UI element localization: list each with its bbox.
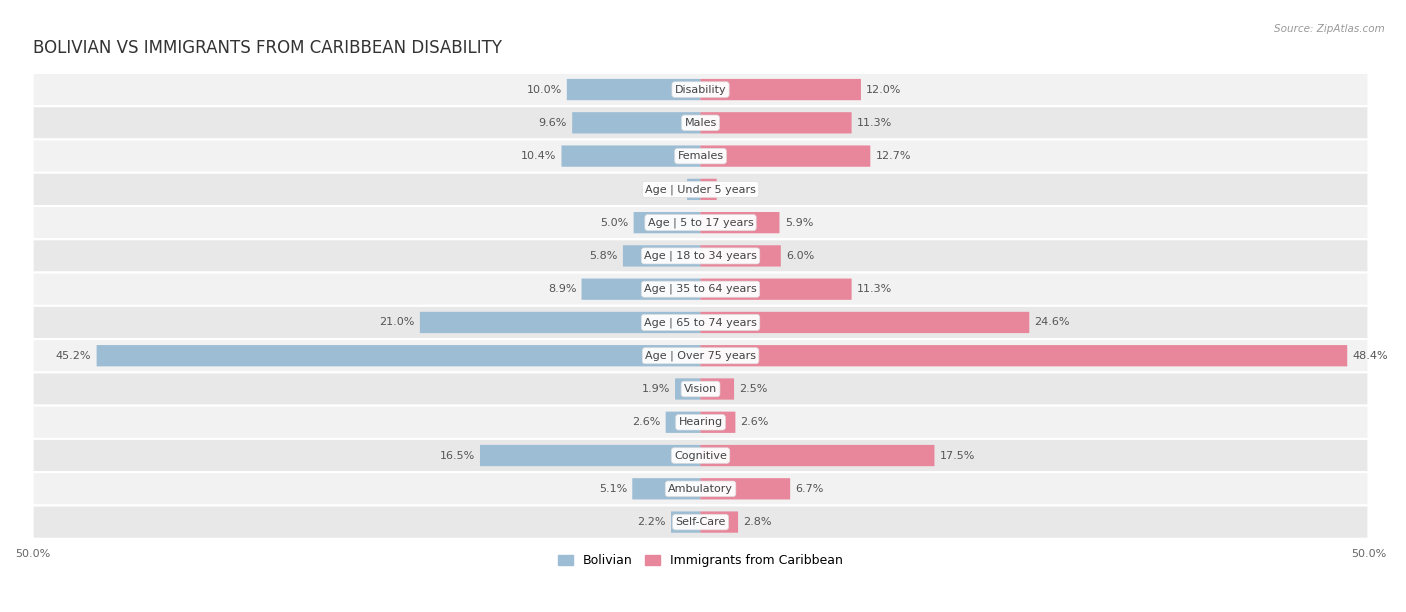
FancyBboxPatch shape	[479, 445, 700, 466]
FancyBboxPatch shape	[32, 439, 1368, 472]
Text: Ambulatory: Ambulatory	[668, 484, 733, 494]
Text: Source: ZipAtlas.com: Source: ZipAtlas.com	[1274, 24, 1385, 34]
Text: 17.5%: 17.5%	[939, 450, 974, 461]
FancyBboxPatch shape	[700, 478, 790, 499]
Text: Vision: Vision	[683, 384, 717, 394]
FancyBboxPatch shape	[420, 312, 700, 333]
FancyBboxPatch shape	[32, 272, 1368, 306]
FancyBboxPatch shape	[567, 79, 700, 100]
FancyBboxPatch shape	[32, 339, 1368, 372]
Text: 9.6%: 9.6%	[538, 118, 567, 128]
Text: Age | 65 to 74 years: Age | 65 to 74 years	[644, 317, 756, 327]
FancyBboxPatch shape	[32, 506, 1368, 539]
Text: 6.7%: 6.7%	[796, 484, 824, 494]
FancyBboxPatch shape	[32, 406, 1368, 439]
FancyBboxPatch shape	[32, 73, 1368, 106]
FancyBboxPatch shape	[97, 345, 700, 367]
FancyBboxPatch shape	[32, 106, 1368, 140]
Text: Age | 18 to 34 years: Age | 18 to 34 years	[644, 251, 756, 261]
Text: 5.8%: 5.8%	[589, 251, 617, 261]
FancyBboxPatch shape	[32, 472, 1368, 506]
FancyBboxPatch shape	[700, 512, 738, 532]
Text: Age | 5 to 17 years: Age | 5 to 17 years	[648, 217, 754, 228]
Text: 2.6%: 2.6%	[633, 417, 661, 427]
Text: 11.3%: 11.3%	[856, 118, 891, 128]
Text: 12.7%: 12.7%	[876, 151, 911, 161]
FancyBboxPatch shape	[665, 412, 700, 433]
Text: 16.5%: 16.5%	[440, 450, 475, 461]
FancyBboxPatch shape	[633, 478, 700, 499]
Text: 5.1%: 5.1%	[599, 484, 627, 494]
Text: 2.8%: 2.8%	[744, 517, 772, 527]
Text: 45.2%: 45.2%	[56, 351, 91, 360]
FancyBboxPatch shape	[675, 378, 700, 400]
FancyBboxPatch shape	[700, 212, 779, 233]
Text: Cognitive: Cognitive	[673, 450, 727, 461]
Text: 21.0%: 21.0%	[380, 318, 415, 327]
Text: 11.3%: 11.3%	[856, 284, 891, 294]
FancyBboxPatch shape	[700, 345, 1347, 367]
FancyBboxPatch shape	[700, 79, 860, 100]
Text: 8.9%: 8.9%	[548, 284, 576, 294]
FancyBboxPatch shape	[688, 179, 700, 200]
Text: 48.4%: 48.4%	[1353, 351, 1388, 360]
Text: Males: Males	[685, 118, 717, 128]
FancyBboxPatch shape	[582, 278, 700, 300]
FancyBboxPatch shape	[634, 212, 700, 233]
Text: Hearing: Hearing	[679, 417, 723, 427]
Text: Disability: Disability	[675, 84, 727, 95]
Text: 10.0%: 10.0%	[526, 84, 561, 95]
FancyBboxPatch shape	[700, 179, 717, 200]
FancyBboxPatch shape	[32, 372, 1368, 406]
FancyBboxPatch shape	[700, 112, 852, 133]
Text: 5.9%: 5.9%	[785, 218, 813, 228]
Text: Age | Under 5 years: Age | Under 5 years	[645, 184, 756, 195]
FancyBboxPatch shape	[32, 306, 1368, 339]
FancyBboxPatch shape	[700, 412, 735, 433]
Text: 10.4%: 10.4%	[520, 151, 557, 161]
FancyBboxPatch shape	[700, 278, 852, 300]
Text: Self-Care: Self-Care	[675, 517, 725, 527]
FancyBboxPatch shape	[700, 445, 935, 466]
Text: 2.2%: 2.2%	[637, 517, 666, 527]
FancyBboxPatch shape	[32, 140, 1368, 173]
Text: Age | 35 to 64 years: Age | 35 to 64 years	[644, 284, 756, 294]
FancyBboxPatch shape	[32, 173, 1368, 206]
Text: 1.9%: 1.9%	[641, 384, 669, 394]
FancyBboxPatch shape	[572, 112, 700, 133]
Text: 2.6%: 2.6%	[741, 417, 769, 427]
Legend: Bolivian, Immigrants from Caribbean: Bolivian, Immigrants from Caribbean	[553, 549, 848, 572]
Text: BOLIVIAN VS IMMIGRANTS FROM CARIBBEAN DISABILITY: BOLIVIAN VS IMMIGRANTS FROM CARIBBEAN DI…	[32, 40, 502, 58]
FancyBboxPatch shape	[700, 146, 870, 166]
FancyBboxPatch shape	[671, 512, 700, 532]
FancyBboxPatch shape	[700, 312, 1029, 333]
Text: 24.6%: 24.6%	[1035, 318, 1070, 327]
Text: 12.0%: 12.0%	[866, 84, 901, 95]
Text: 5.0%: 5.0%	[600, 218, 628, 228]
FancyBboxPatch shape	[700, 378, 734, 400]
FancyBboxPatch shape	[32, 206, 1368, 239]
Text: 2.5%: 2.5%	[740, 384, 768, 394]
Text: 1.0%: 1.0%	[654, 184, 682, 195]
Text: Females: Females	[678, 151, 724, 161]
FancyBboxPatch shape	[561, 146, 700, 166]
Text: 6.0%: 6.0%	[786, 251, 814, 261]
FancyBboxPatch shape	[700, 245, 780, 267]
Text: Age | Over 75 years: Age | Over 75 years	[645, 351, 756, 361]
FancyBboxPatch shape	[32, 239, 1368, 272]
FancyBboxPatch shape	[623, 245, 700, 267]
Text: 1.2%: 1.2%	[721, 184, 751, 195]
